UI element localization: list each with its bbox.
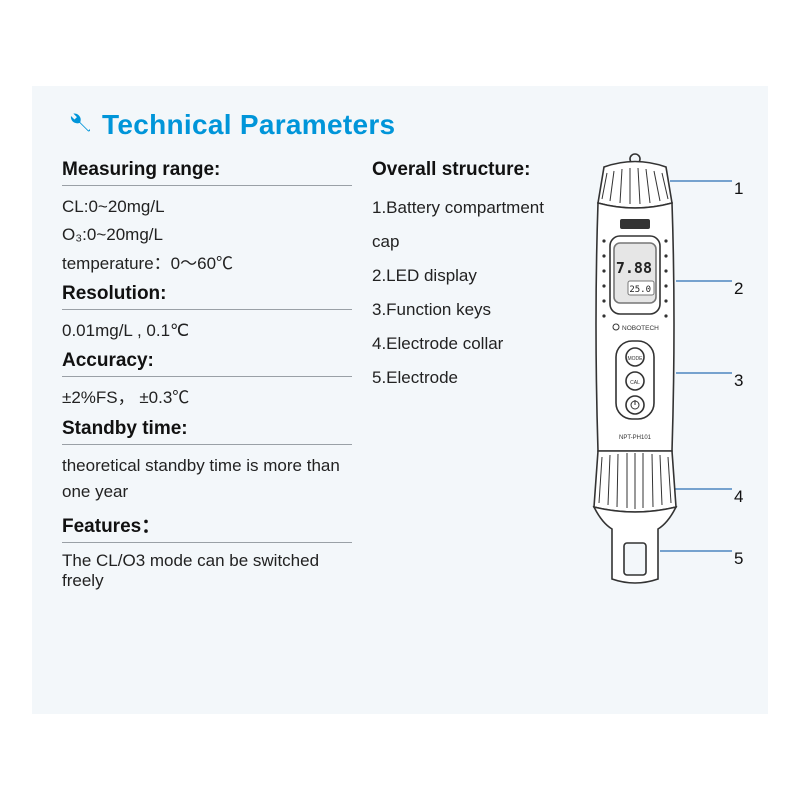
- section-header: Features：: [62, 511, 352, 543]
- structure-list: 1.Battery compartment cap 2.LED display …: [372, 191, 566, 395]
- spec-line: ±2%FS， ±0.3℃: [62, 385, 352, 411]
- spec-line: theoretical standby time is more than on…: [62, 453, 352, 506]
- svg-text:CAL: CAL: [630, 380, 640, 386]
- product-diagram: 7.88 25.0 NOBOTECH MODE CAL: [580, 151, 750, 591]
- callout-number: 4: [734, 487, 743, 507]
- svg-text:7.88: 7.88: [616, 259, 652, 277]
- spec-line: CL:0~20mg/L: [62, 194, 352, 220]
- section-standby: Standby time: theoretical standby time i…: [62, 418, 352, 506]
- specs-column: Measuring range: CL:0~20mg/L O₃:0~20mg/L…: [62, 159, 352, 591]
- section-body: 0.01mg/L , 0.1℃: [62, 318, 352, 344]
- svg-text:NOBOTECH: NOBOTECH: [622, 325, 659, 332]
- structure-item: 1.Battery compartment cap: [372, 191, 566, 259]
- section-header: Resolution:: [62, 283, 352, 310]
- diagram-column: 7.88 25.0 NOBOTECH MODE CAL: [580, 159, 738, 591]
- svg-text:25.0: 25.0: [629, 285, 651, 295]
- section-body: CL:0~20mg/L O₃:0~20mg/L temperature：0～60…: [62, 194, 352, 277]
- section-header: Standby time:: [62, 418, 352, 445]
- section-resolution: Resolution: 0.01mg/L , 0.1℃: [62, 283, 352, 344]
- svg-text:MODE: MODE: [628, 356, 644, 362]
- structure-header: Overall structure:: [372, 159, 566, 181]
- section-body: theoretical standby time is more than on…: [62, 453, 352, 506]
- spec-panel: Technical Parameters Measuring range: CL…: [32, 86, 768, 714]
- callout-number: 2: [734, 279, 743, 299]
- page-title: Technical Parameters: [102, 109, 395, 141]
- callout-number: 5: [734, 549, 743, 569]
- section-features: Features： The CL/O3 mode can be switched…: [62, 511, 352, 591]
- spec-line: temperature：0～60℃: [62, 251, 352, 277]
- spec-line: 0.01mg/L , 0.1℃: [62, 318, 352, 344]
- structure-item: 3.Function keys: [372, 293, 566, 327]
- svg-text:NPT-PH101: NPT-PH101: [619, 435, 652, 441]
- section-header: Measuring range:: [62, 159, 352, 186]
- title-row: Technical Parameters: [62, 108, 738, 141]
- structure-item: 5.Electrode: [372, 361, 566, 395]
- wrench-icon: [62, 108, 90, 141]
- structure-column: Overall structure: 1.Battery compartment…: [366, 159, 566, 591]
- callout-number: 3: [734, 371, 743, 391]
- callout-number: 1: [734, 179, 743, 199]
- section-body: The CL/O3 mode can be switched freely: [62, 551, 352, 591]
- section-body: ±2%FS， ±0.3℃: [62, 385, 352, 411]
- section-header: Accuracy:: [62, 350, 352, 377]
- section-accuracy: Accuracy: ±2%FS， ±0.3℃: [62, 350, 352, 411]
- spec-line: O₃:0~20mg/L: [62, 222, 352, 248]
- content-columns: Measuring range: CL:0~20mg/L O₃:0~20mg/L…: [62, 159, 738, 591]
- section-measuring-range: Measuring range: CL:0~20mg/L O₃:0~20mg/L…: [62, 159, 352, 277]
- structure-item: 4.Electrode collar: [372, 327, 566, 361]
- structure-item: 2.LED display: [372, 259, 566, 293]
